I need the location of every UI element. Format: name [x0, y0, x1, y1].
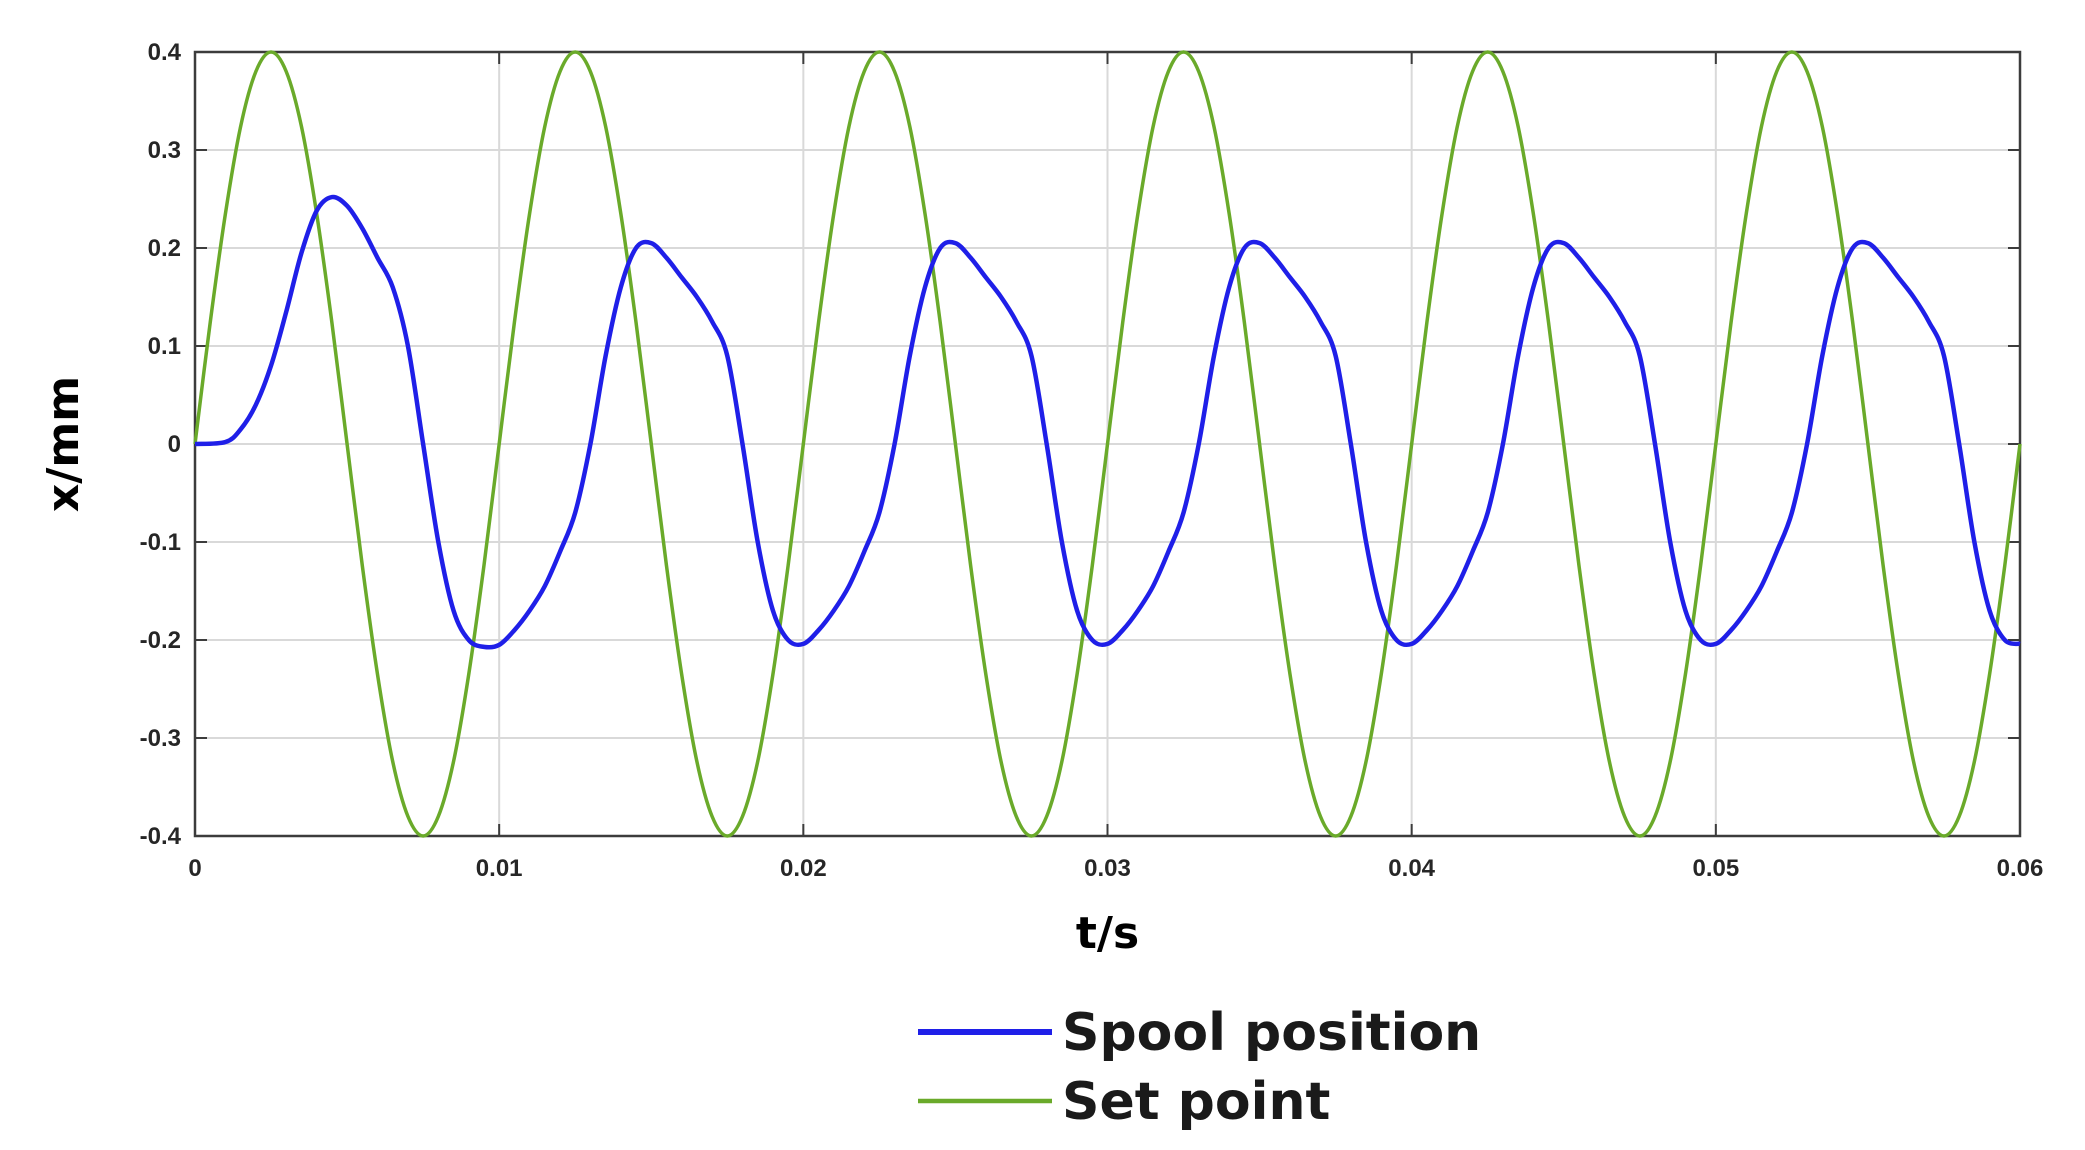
axis-ticks [194, 51, 2021, 837]
y-tick-label: -0.2 [140, 627, 181, 654]
y-tick-label: -0.4 [140, 823, 182, 850]
series-line-set-point [193, 50, 2022, 838]
legend-label-spool-position: Spool position [1062, 1003, 1481, 1063]
series-lines [193, 50, 2022, 838]
y-tick-labels: 0.4 0.3 0.2 0.1 0 -0.1 -0.2 -0.3 -0.4 [140, 39, 182, 850]
x-tick-label: 0 [188, 855, 201, 882]
series-line-spool-position [194, 194, 2021, 650]
y-axis-label: x/mm [38, 376, 89, 512]
x-tick-label: 0.04 [1388, 855, 1435, 882]
x-tick-label: 0.05 [1692, 855, 1739, 882]
y-tick-label: -0.1 [140, 529, 181, 556]
y-tick-label: 0.3 [148, 137, 181, 164]
x-tick-labels: 0 0.01 0.02 0.03 0.04 0.05 0.06 [188, 855, 2043, 882]
x-axis-label: t/s [1076, 908, 1139, 959]
y-tick-label: -0.3 [140, 725, 181, 752]
x-tick-label: 0.02 [780, 855, 827, 882]
y-tick-label: 0.1 [148, 333, 181, 360]
x-tick-label: 0.01 [476, 855, 523, 882]
legend-label-set-point: Set point [1062, 1072, 1330, 1132]
y-tick-label: 0.4 [148, 39, 182, 66]
x-tick-label: 0.03 [1084, 855, 1131, 882]
legend: Spool position Set point [918, 1003, 1481, 1132]
y-tick-label: 0.2 [148, 235, 181, 262]
x-tick-label: 0.06 [1997, 855, 2044, 882]
y-tick-label: 0 [168, 431, 181, 458]
